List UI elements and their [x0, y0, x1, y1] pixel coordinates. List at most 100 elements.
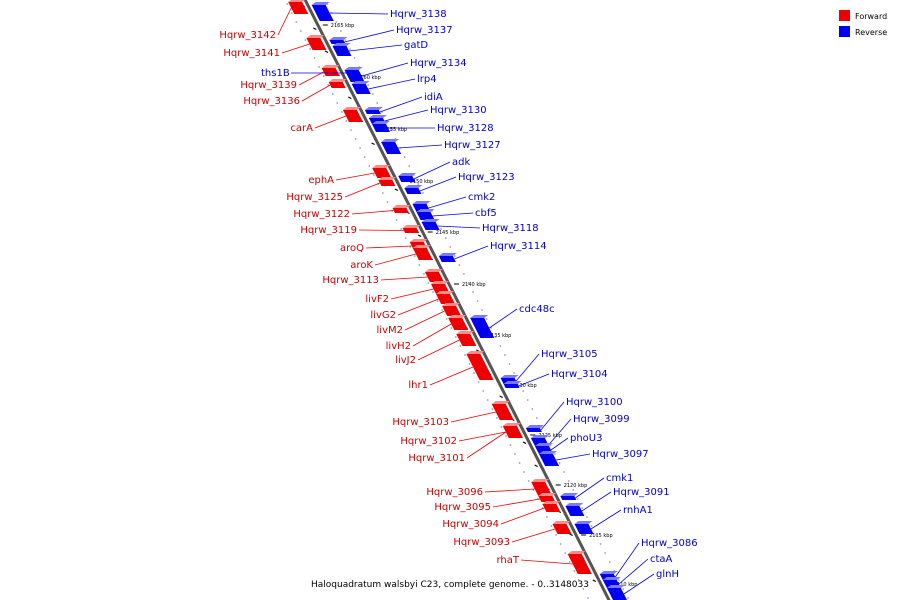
gene-hqrw-3125 [378, 180, 396, 186]
strand-dot [617, 579, 620, 581]
strand-dot [558, 462, 561, 464]
gene-label-hqrw-3138: Hqrw_3138 [390, 9, 447, 20]
leader-line [614, 542, 640, 578]
leader-line [412, 323, 452, 347]
strand-dot [432, 291, 434, 293]
gene-hqrw-3113 [424, 272, 444, 282]
strand-dot [441, 309, 443, 311]
strand-dot [627, 597, 629, 599]
scale-tick-label: 2110 kbp [614, 582, 638, 588]
scale-tick-label: 2115 kbp [589, 533, 613, 539]
strand-dot [505, 435, 507, 437]
strand-dot [500, 426, 503, 428]
leader-line [384, 109, 429, 122]
gene-hqrw-3136 [328, 82, 346, 88]
gene-label-epha: ephA [308, 175, 334, 186]
strand-dot [286, 3, 289, 5]
gene-livh2 [448, 318, 469, 330]
gene-label-lhr1: lhr1 [408, 380, 428, 391]
gene-hqrw-3094-top [542, 501, 561, 504]
gene-hqrw-3139-top [321, 65, 340, 68]
gene-lrp4 [351, 84, 371, 94]
gene-epha [372, 168, 392, 178]
gene-label-hqrw-3100: Hqrw_3100 [566, 397, 623, 408]
scale-tick-label: 2155 kbp [384, 127, 408, 133]
gene-label-hqrw-3130: Hqrw_3130 [430, 105, 487, 116]
gene-hqrw-3123-top [404, 185, 423, 188]
minor-tick [324, 50, 329, 54]
gene-hqrw-3097 [539, 454, 560, 466]
strand-dot [404, 237, 407, 239]
gene-epha-top [372, 165, 391, 168]
strand-dot [568, 561, 571, 563]
gene-idia [364, 110, 381, 114]
strand-dot [485, 318, 488, 320]
gene-label-livm2: livM2 [377, 325, 403, 336]
gene-livj2 [456, 334, 477, 346]
strand-dot [349, 48, 351, 50]
gene-label-cdc48c: cdc48c [519, 304, 555, 315]
gene-hqrw-3142-top [288, 0, 305, 2]
leader-line [335, 172, 375, 181]
strand-dot [523, 471, 526, 473]
gene-glnh [606, 588, 627, 600]
genome-backbone [303, 0, 611, 600]
leader-line [413, 161, 451, 180]
strand-dot [449, 246, 452, 248]
gene-livf2-top [431, 281, 449, 284]
leader-line [511, 528, 556, 543]
gene-label-hqrw-3099: Hqrw_3099 [573, 414, 630, 425]
strand-dot [518, 462, 521, 464]
gene-livh2-top [448, 315, 467, 318]
strand-dot [482, 390, 485, 392]
strand-dot [386, 201, 389, 203]
strand-dot [363, 156, 366, 158]
gene-livg2-top [436, 291, 454, 294]
leader-line [380, 276, 428, 281]
gene-label-hqrw-3103: Hqrw_3103 [392, 417, 449, 428]
gene-cbf5 [416, 212, 435, 220]
legend-label-forward: Forward [855, 12, 887, 21]
leader-line [390, 288, 434, 300]
leader-line [374, 253, 416, 266]
strand-dot [499, 345, 502, 347]
gene-hqrw-3122 [392, 208, 409, 213]
gene-arok-top [412, 245, 431, 248]
scale-tick-label: 2150 kbp [410, 179, 434, 185]
strand-dot [555, 534, 557, 536]
strand-dot [417, 183, 420, 185]
scale-tick-label: 2125 kbp [538, 433, 562, 439]
gene-cdc48c [470, 318, 495, 338]
gene-hqrw-3099-top [530, 435, 549, 438]
gene-hqrw-3134-top [344, 67, 363, 70]
strand-dot [368, 165, 371, 167]
leader-line [361, 62, 409, 77]
minor-tick [499, 395, 503, 399]
legend: Forward Reverse [839, 10, 887, 37]
strand-dot [336, 102, 339, 104]
gene-label-phou3: phoU3 [570, 433, 603, 444]
gene-hqrw-3096-top [531, 479, 550, 482]
strand-dot [413, 255, 416, 257]
leader-line [432, 212, 474, 217]
leader-line [368, 78, 416, 90]
gene-hqrw-3114 [438, 256, 456, 262]
gene-label-hqrw-3097: Hqrw_3097 [592, 449, 649, 460]
strand-dot [567, 480, 570, 482]
strand-dot [587, 597, 589, 599]
strand-dot [409, 246, 412, 248]
strand-dot [535, 417, 538, 419]
strand-dot [450, 327, 453, 329]
gene-label-idia: idiA [424, 92, 443, 103]
scale-tick-label: 2140 kbp [462, 282, 486, 288]
strand-dot [295, 21, 298, 23]
strand-dot [322, 75, 325, 77]
gene-hqrw-3136-top [328, 79, 347, 82]
leader-line [484, 488, 535, 493]
strand-dot [559, 543, 562, 545]
gene-label-ths1b: ths1B [261, 68, 290, 79]
strand-dot [581, 507, 584, 509]
leader-line [365, 245, 412, 249]
strand-dot [341, 111, 343, 113]
strand-dot [546, 516, 548, 518]
